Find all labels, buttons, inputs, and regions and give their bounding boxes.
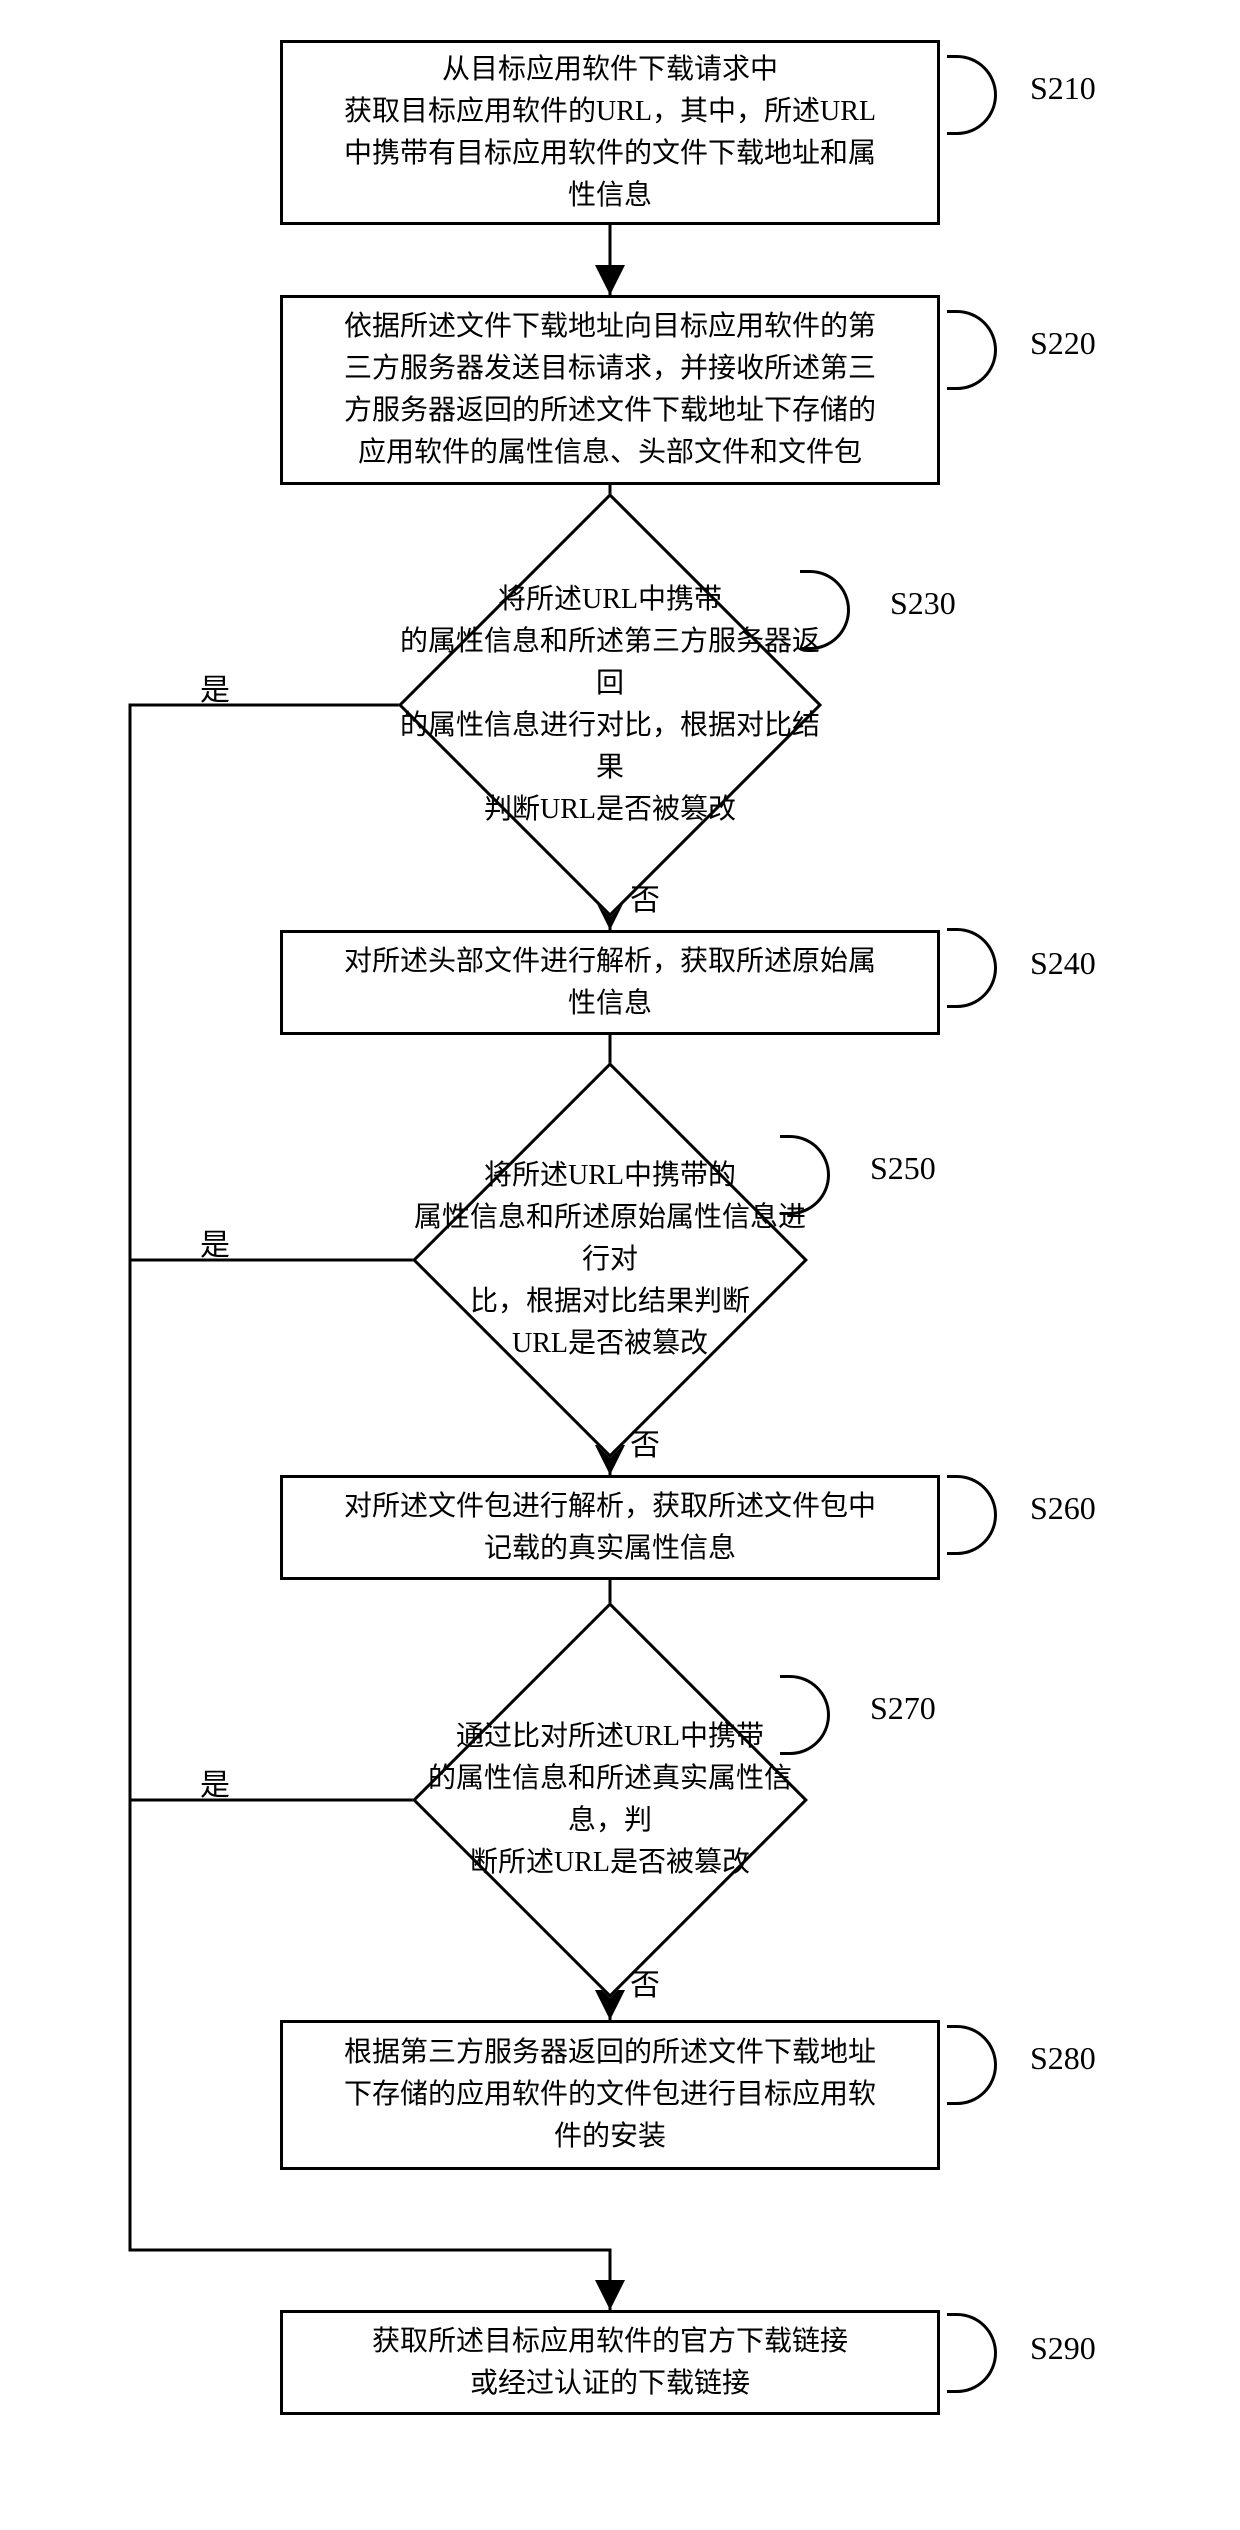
edge-label-4: 否 — [630, 1420, 660, 1464]
edge-label-6: 否 — [630, 1960, 660, 2004]
edge-label-2: 否 — [630, 875, 660, 919]
node-s280-text: 根据第三方服务器返回的所述文件下载地址下存储的应用软件的文件包进行目标应用软件的… — [344, 2032, 876, 2158]
node-s290: 获取所述目标应用软件的官方下载链接或经过认证的下载链接 — [280, 2310, 940, 2415]
label-s260: S260 — [1030, 1490, 1096, 1527]
node-s290-text: 获取所述目标应用软件的官方下载链接或经过认证的下载链接 — [372, 2321, 848, 2405]
node-s210: 从目标应用软件下载请求中获取目标应用软件的URL，其中，所述URL中携带有目标应… — [280, 40, 940, 225]
edge-label-7: 是 — [200, 665, 230, 709]
label-s230: S230 — [890, 585, 956, 622]
bracket-s290 — [947, 2313, 997, 2393]
node-s270: 通过比对所述URL中携带的属性信息和所述真实属性信息，判断所述URL是否被篡改 — [470, 1660, 750, 1940]
bracket-s210 — [947, 55, 997, 135]
node-s250-text: 将所述URL中携带的属性信息和所述原始属性信息进行对比，根据对比结果判断URL是… — [414, 1155, 806, 1365]
edge-label-8: 是 — [200, 1220, 230, 1264]
label-s270: S270 — [870, 1690, 936, 1727]
node-s220-text: 依据所述文件下载地址向目标应用软件的第三方服务器发送目标请求，并接收所述第三方服… — [344, 306, 876, 474]
bracket-s240 — [947, 928, 997, 1008]
flowchart-canvas: 从目标应用软件下载请求中获取目标应用软件的URL，其中，所述URL中携带有目标应… — [0, 0, 1240, 2530]
node-s250: 将所述URL中携带的属性信息和所述原始属性信息进行对比，根据对比结果判断URL是… — [470, 1120, 750, 1400]
bracket-s280 — [947, 2025, 997, 2105]
bracket-s220 — [947, 310, 997, 390]
label-s250: S250 — [870, 1150, 936, 1187]
node-s280: 根据第三方服务器返回的所述文件下载地址下存储的应用软件的文件包进行目标应用软件的… — [280, 2020, 940, 2170]
node-s270-text: 通过比对所述URL中携带的属性信息和所述真实属性信息，判断所述URL是否被篡改 — [414, 1716, 806, 1884]
node-s230: 将所述URL中携带的属性信息和所述第三方服务器返回的属性信息进行对比，根据对比结… — [460, 555, 760, 855]
node-s260: 对所述文件包进行解析，获取所述文件包中记载的真实属性信息 — [280, 1475, 940, 1580]
node-s240-text: 对所述头部文件进行解析，获取所述原始属性信息 — [344, 941, 876, 1025]
label-s240: S240 — [1030, 945, 1096, 982]
node-s240: 对所述头部文件进行解析，获取所述原始属性信息 — [280, 930, 940, 1035]
node-s210-text: 从目标应用软件下载请求中获取目标应用软件的URL，其中，所述URL中携带有目标应… — [344, 49, 876, 217]
node-s230-text: 将所述URL中携带的属性信息和所述第三方服务器返回的属性信息进行对比，根据对比结… — [400, 579, 820, 831]
label-s220: S220 — [1030, 325, 1096, 362]
bracket-s260 — [947, 1475, 997, 1555]
label-s280: S280 — [1030, 2040, 1096, 2077]
label-s290: S290 — [1030, 2330, 1096, 2367]
label-s210: S210 — [1030, 70, 1096, 107]
node-s220: 依据所述文件下载地址向目标应用软件的第三方服务器发送目标请求，并接收所述第三方服… — [280, 295, 940, 485]
edge-label-9: 是 — [200, 1760, 230, 1804]
node-s260-text: 对所述文件包进行解析，获取所述文件包中记载的真实属性信息 — [344, 1486, 876, 1570]
